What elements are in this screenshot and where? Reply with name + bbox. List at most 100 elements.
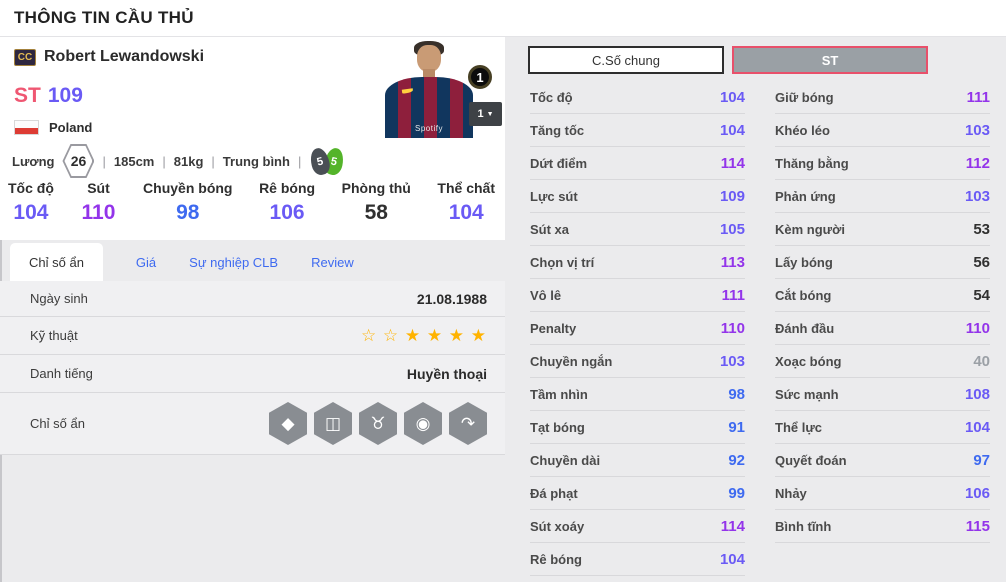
jersey-sponsor-text: Spotify xyxy=(415,124,443,133)
stat-row: Sút xa 105 xyxy=(530,213,745,246)
detail-stats-columns: Tốc độ 104 Tăng tốc 104 Dứt điểm 114 Lực… xyxy=(530,81,990,576)
stat-row: Rê bóng 104 xyxy=(530,543,745,576)
stat-label: Cắt bóng xyxy=(775,287,832,303)
tab-general-stats[interactable]: C.Số chung xyxy=(528,46,724,74)
player-summary-panel: CC Robert Lewandowski ST 109 Poland Lươn… xyxy=(0,37,505,582)
bull-icon: ♉ xyxy=(359,402,397,445)
stat-label: Chọn vị trí xyxy=(530,254,595,270)
stat-row: Thể lực 104 xyxy=(775,411,990,444)
stat-row: Xoạc bóng 40 xyxy=(775,345,990,378)
hidden-stats-row: Chỉ số ẩn ◆ ◫ ♉ ◉ ↷ xyxy=(0,393,505,455)
foot-rating: 5 5 xyxy=(308,145,346,177)
stat-value: 115 xyxy=(965,517,990,535)
stat-value: 108 xyxy=(964,385,990,403)
summary-stats-row: Tốc độ 104 Sút 110 Chuyền bóng 98 Rê bón… xyxy=(0,180,505,225)
detail-stats-panel: C.Số chung ST Tốc độ 104 Tăng tốc 104 Dứ… xyxy=(505,37,1006,582)
stat-value: 114 xyxy=(720,517,745,535)
stat-value: 104 xyxy=(719,550,745,568)
tab-price[interactable]: Giá xyxy=(135,254,157,270)
boot-target-icon: ◉ xyxy=(404,402,442,445)
player-body-type: Trung bình xyxy=(222,153,290,169)
stat-row: Quyết đoán 97 xyxy=(775,444,990,477)
stat-row: Kèm người 53 xyxy=(775,213,990,246)
divider: | xyxy=(102,153,106,169)
stat-label: Sút xa xyxy=(530,221,570,237)
player-info-table: Ngày sinh 21.08.1988 Kỹ thuật ☆ ☆ ★ ★ ★ … xyxy=(0,281,505,455)
divider: | xyxy=(211,153,215,169)
stat-value: 103 xyxy=(719,352,745,370)
stat-row: Sút xoáy 114 xyxy=(530,510,745,543)
stat-label: Khéo léo xyxy=(775,122,830,138)
player-attributes-row: Lương 26 | 185cm | 81kg | Trung bình | 5… xyxy=(12,143,346,179)
stat-label: Giữ bóng xyxy=(775,89,834,105)
stat-label: Bình tĩnh xyxy=(775,518,832,534)
stat-label: Chuyền dài xyxy=(530,452,601,468)
level-dropdown[interactable]: 1 ▼ xyxy=(469,102,502,126)
diamond-icon: ◆ xyxy=(269,402,307,445)
stat-row: Dứt điểm 114 xyxy=(530,147,745,180)
stat-value: 91 xyxy=(728,418,745,436)
stat-label: Tạt bóng xyxy=(530,419,585,435)
stat-label: Phản ứng xyxy=(775,188,836,204)
stat-row: Tốc độ 104 xyxy=(530,81,745,114)
stat-row: Cắt bóng 54 xyxy=(775,279,990,312)
summary-stat: Phòng thủ 58 xyxy=(342,180,411,225)
stat-row: Sức mạnh 108 xyxy=(775,378,990,411)
detail-tab-bar: C.Số chung ST xyxy=(528,46,928,74)
stat-value: 106 xyxy=(964,484,990,502)
birth-date-value: 21.08.1988 xyxy=(416,290,487,307)
page-header: THÔNG TIN CẦU THỦ xyxy=(0,0,1006,37)
stat-label: Chuyền ngắn xyxy=(530,353,613,369)
stat-row: Thăng bằng 112 xyxy=(775,147,990,180)
detail-stats-left-column: Tốc độ 104 Tăng tốc 104 Dứt điểm 114 Lực… xyxy=(530,81,745,576)
fame-row: Danh tiếng Huyền thoại xyxy=(0,355,505,393)
summary-stat-label: Rê bóng xyxy=(259,180,316,196)
stat-row: Lấy bóng 56 xyxy=(775,246,990,279)
fame-label: Danh tiếng xyxy=(30,366,93,381)
stat-value: 105 xyxy=(719,220,745,238)
tab-position-stats[interactable]: ST xyxy=(732,46,928,74)
stat-row: Lực sút 109 xyxy=(530,180,745,213)
skill-stars: ☆ ☆ ★ ★ ★ ★ xyxy=(360,325,487,345)
stat-value: 53 xyxy=(973,220,990,238)
divider: | xyxy=(162,153,166,169)
summary-stat-value: 104 xyxy=(448,201,484,224)
summary-stat: Tốc độ 104 xyxy=(8,180,54,225)
tab-hidden-stats[interactable]: Chỉ số ẩn xyxy=(10,243,103,281)
stat-value: 56 xyxy=(973,253,990,271)
summary-stat-label: Tốc độ xyxy=(8,180,54,196)
goal-icon: ◫ xyxy=(314,402,352,445)
stat-label: Rê bóng xyxy=(530,551,582,567)
tab-review[interactable]: Review xyxy=(311,254,354,270)
stat-label: Tăng tốc xyxy=(530,122,585,138)
summary-stat: Chuyền bóng 98 xyxy=(143,180,232,225)
summary-stat-value: 98 xyxy=(176,201,200,224)
stat-label: Đánh đầu xyxy=(775,320,835,336)
nike-swoosh-icon xyxy=(401,88,414,94)
stat-row: Đá phạt 99 xyxy=(530,477,745,510)
stat-label: Đá phạt xyxy=(530,485,578,501)
player-neck xyxy=(423,69,435,79)
stat-row: Nhảy 106 xyxy=(775,477,990,510)
stat-value: 98 xyxy=(728,385,745,403)
page-title: THÔNG TIN CẦU THỦ xyxy=(14,8,194,27)
summary-stat-value: 104 xyxy=(13,201,49,224)
player-height: 185cm xyxy=(113,153,155,169)
player-rating: 109 xyxy=(47,84,83,107)
player-card: CC Robert Lewandowski ST 109 Poland Lươn… xyxy=(0,37,505,240)
player-position: ST xyxy=(14,84,41,107)
stat-label: Nhảy xyxy=(775,485,807,501)
stat-row: Khéo léo 103 xyxy=(775,114,990,147)
stat-label: Vô lê xyxy=(530,287,562,303)
fame-value: Huyền thoại xyxy=(406,365,487,382)
tab-club-career[interactable]: Sự nghiệp CLB xyxy=(189,254,279,270)
stat-value: 110 xyxy=(720,319,745,337)
stat-row: Tầm nhìn 98 xyxy=(530,378,745,411)
player-photo: Spotify xyxy=(383,41,475,138)
stat-label: Penalty xyxy=(530,320,577,336)
birth-date-row: Ngày sinh 21.08.1988 xyxy=(0,281,505,317)
stat-value: 104 xyxy=(964,418,990,436)
stat-row: Giữ bóng 111 xyxy=(775,81,990,114)
stat-label: Dứt điểm xyxy=(530,155,588,171)
stat-label: Sức mạnh xyxy=(775,386,839,402)
